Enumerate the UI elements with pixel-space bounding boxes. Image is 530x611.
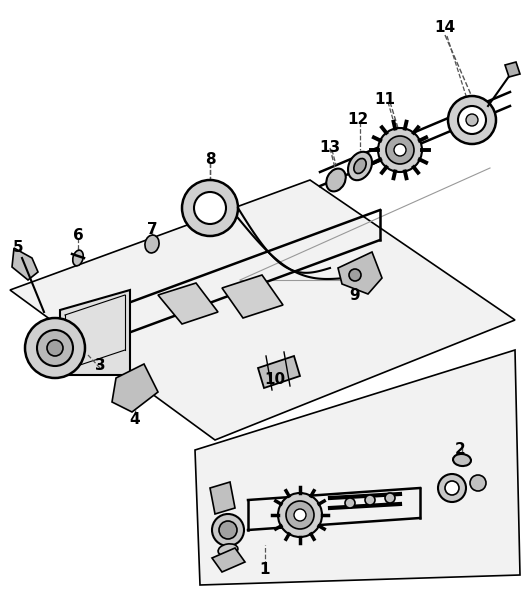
Circle shape [37, 330, 73, 366]
Circle shape [219, 521, 237, 539]
Ellipse shape [453, 454, 471, 466]
Text: 10: 10 [264, 373, 286, 387]
Polygon shape [258, 356, 300, 388]
Text: 7: 7 [147, 222, 157, 238]
Text: 4: 4 [130, 412, 140, 428]
Circle shape [458, 106, 486, 134]
Circle shape [278, 493, 322, 537]
Circle shape [438, 474, 466, 502]
Text: 14: 14 [435, 21, 456, 35]
Text: 1: 1 [260, 563, 270, 577]
Circle shape [294, 509, 306, 521]
Circle shape [470, 475, 486, 491]
Circle shape [445, 481, 459, 495]
Circle shape [365, 495, 375, 505]
Ellipse shape [348, 152, 372, 180]
Circle shape [394, 144, 406, 156]
Polygon shape [60, 290, 130, 375]
Polygon shape [158, 283, 218, 324]
Circle shape [466, 114, 478, 126]
Text: 12: 12 [347, 112, 369, 128]
Circle shape [378, 128, 422, 172]
Ellipse shape [145, 235, 159, 253]
Polygon shape [12, 248, 38, 280]
Polygon shape [222, 275, 283, 318]
Text: 13: 13 [320, 141, 341, 156]
Polygon shape [112, 364, 158, 412]
Ellipse shape [218, 544, 238, 556]
Text: 2: 2 [455, 442, 465, 458]
Circle shape [286, 501, 314, 529]
Polygon shape [195, 350, 520, 585]
Circle shape [25, 318, 85, 378]
Circle shape [349, 269, 361, 281]
Ellipse shape [326, 169, 346, 191]
Polygon shape [212, 548, 245, 572]
Circle shape [386, 136, 414, 164]
Circle shape [182, 180, 238, 236]
Circle shape [194, 192, 226, 224]
Text: 8: 8 [205, 153, 215, 167]
Circle shape [448, 96, 496, 144]
Text: 11: 11 [375, 92, 395, 108]
Circle shape [385, 493, 395, 503]
Circle shape [345, 498, 355, 508]
Text: 5: 5 [13, 241, 23, 255]
Text: 9: 9 [350, 288, 360, 302]
Ellipse shape [354, 158, 366, 174]
Polygon shape [210, 482, 235, 514]
Text: 3: 3 [95, 357, 105, 373]
Polygon shape [338, 252, 382, 294]
Text: 6: 6 [73, 227, 83, 243]
Circle shape [212, 514, 244, 546]
Ellipse shape [73, 250, 83, 266]
Polygon shape [505, 62, 520, 77]
Circle shape [47, 340, 63, 356]
Polygon shape [10, 180, 515, 440]
